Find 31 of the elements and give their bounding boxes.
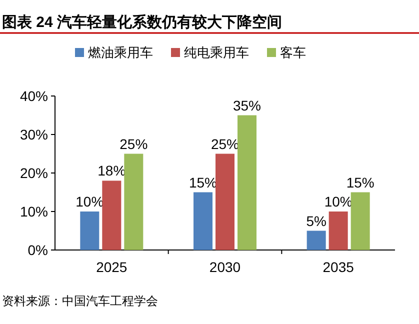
bar bbox=[124, 154, 144, 250]
data-label: 25% bbox=[120, 136, 148, 152]
bar bbox=[102, 180, 122, 250]
bar bbox=[350, 192, 370, 250]
legend-label: 燃油乘用车 bbox=[88, 45, 153, 60]
data-label: 10% bbox=[76, 194, 104, 210]
data-label: 10% bbox=[324, 194, 352, 210]
x-tick-label: 2025 bbox=[96, 259, 128, 275]
bar bbox=[238, 115, 256, 250]
y-tick-label: 40% bbox=[20, 88, 48, 104]
chart-title: 图表 24 汽车轻量化系数仍有较大下降空间 bbox=[2, 13, 282, 31]
y-tick-label: 20% bbox=[20, 165, 48, 181]
legend-label: 纯电乘用车 bbox=[184, 45, 249, 60]
bar bbox=[328, 212, 348, 250]
x-tick-label: 2030 bbox=[209, 259, 241, 275]
data-label: 35% bbox=[232, 97, 262, 114]
data-label: 25% bbox=[210, 136, 240, 152]
data-label: 5% bbox=[306, 212, 326, 229]
bar bbox=[306, 230, 326, 250]
x-tick-label: 2035 bbox=[322, 259, 354, 275]
legend-label: 客车 bbox=[280, 45, 306, 60]
text: 资料来源：中国汽车工程学会 bbox=[2, 294, 158, 308]
y-tick-label: 0% bbox=[28, 242, 48, 258]
data-label: 15% bbox=[188, 174, 218, 190]
bar bbox=[194, 192, 212, 250]
data-label: 18% bbox=[98, 162, 126, 179]
bar bbox=[216, 154, 234, 250]
y-tick-label: 10% bbox=[20, 204, 48, 220]
bar bbox=[80, 212, 100, 250]
y-tick-label: 30% bbox=[20, 126, 48, 142]
data-label: 15% bbox=[346, 174, 374, 190]
